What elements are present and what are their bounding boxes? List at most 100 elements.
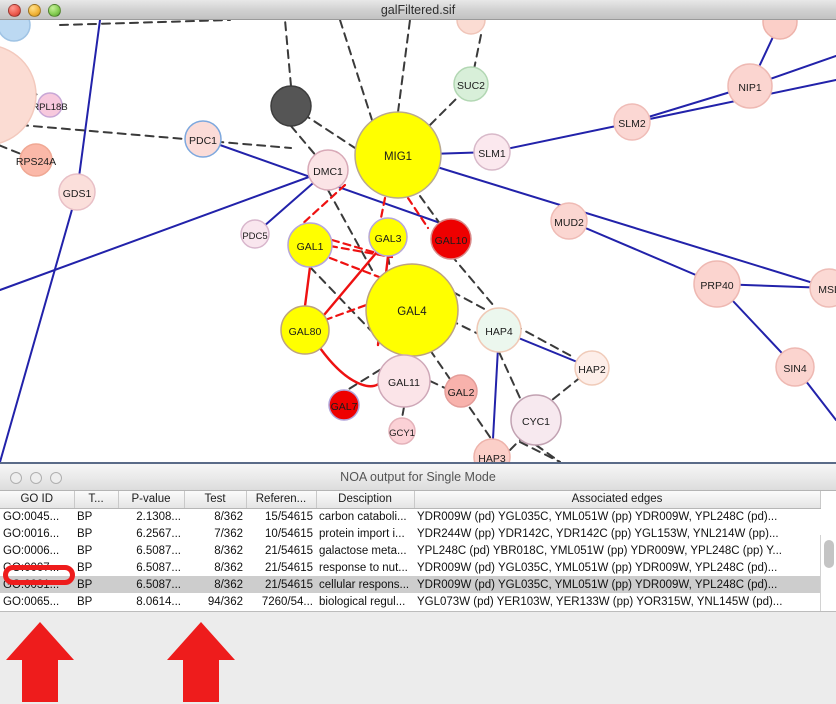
noa-results-table[interactable]: GO ID T... P-value Test Referen... Desci… [0,491,836,612]
cell-associated-edges: YPL248C (pd) YBR018C, YML051W (pp) YDR00… [417,544,783,557]
network-node-gal7[interactable]: GAL7 [328,389,360,421]
close-button-icon[interactable] [8,4,21,17]
table-scrollbar[interactable] [820,535,836,611]
network-node-rps24a[interactable]: RPS24A [16,143,56,177]
cell-test: 94/362 [207,595,243,608]
cell-test: 8/362 [214,561,243,574]
cell-go-id: GO:0031... [0,576,74,593]
cell-test: 8/362 [214,510,243,523]
table-row[interactable]: GO:0065... BP 8.0614... 94/362 7260/54... bio… [0,593,820,610]
network-node-label: NIP1 [738,82,762,94]
network-node-cyc1[interactable]: CYC1 [510,394,562,446]
table-row[interactable]: GO:0007... BP 6.5087... 8/362 21/54615 respon… [0,559,820,576]
table-scrollbar-thumb[interactable] [824,540,834,568]
table-row[interactable]: GO:0006... BP 6.5087... 8/362 21/54615 galact… [0,542,820,559]
network-node-nip1[interactable]: NIP1 [727,63,773,109]
network-node-msl[interactable]: MSL [809,268,836,308]
cell-reference: 21/54615 [265,561,313,574]
cell-type: BP [74,576,118,593]
network-node-gal3[interactable]: GAL3 [368,217,408,257]
network-node-prp40[interactable]: PRP40 [693,260,741,308]
cell-reference: 21/54615 [265,544,313,557]
table-row[interactable]: GO:0031... BP 6.5087... 8/362 21/54615 cellul… [0,576,820,593]
network-node-gal11[interactable]: GAL11 [377,354,431,408]
network-nodes: RPL18B RPS24A GDS1 PDC1 PDC5 DMC1 MIG1 SUC2 SLM1… [0,20,836,462]
cell-p-value: 6.5087... [136,544,181,557]
cell-reference: 7260/54... [261,595,313,608]
network-node-label: GAL4 [397,306,427,318]
network-node-sin4[interactable]: SIN4 [775,347,815,387]
window-title: galFiltered.sif [380,3,456,17]
network-node-gal4[interactable]: GAL4 [365,263,459,357]
column-header-reference[interactable]: Referen... [246,491,317,509]
column-header-p-value[interactable]: P-value [118,491,185,509]
dialog-titlebar: NOA output for Single Mode [0,464,836,491]
network-node-label: HAP4 [485,326,513,338]
network-node-label: RPL18B [32,102,67,113]
network-node-pdc5[interactable]: PDC5 [240,219,270,249]
dialog-title: NOA output for Single Mode [340,470,496,484]
network-node-label: GAL11 [388,377,420,389]
network-node-gal1[interactable]: GAL1 [287,222,333,268]
network-node-rpl18b[interactable]: RPL18B [32,92,68,118]
network-node-label: GDS1 [63,188,92,200]
network-node-label: MIG1 [384,151,412,163]
network-node-gcy1[interactable]: GCY1 [388,417,416,445]
cell-go-id: GO:0045... [3,510,60,523]
network-node-label: SLM2 [618,118,646,130]
network-node-label: PDC5 [242,231,267,242]
network-canvas[interactable]: RPL18B RPS24A GDS1 PDC1 PDC5 DMC1 MIG1 SUC2 SLM1… [0,20,836,462]
column-header-associated-edges[interactable]: Associated edges [414,491,821,509]
cell-go-id: GO:0031... [0,610,74,611]
zoom-button-icon[interactable] [48,4,61,17]
column-header-go-id[interactable]: GO ID [0,491,75,509]
network-node-label: GAL80 [289,326,322,338]
cell-description: response to nut... [316,610,414,611]
network-node[interactable] [762,20,798,40]
cell-test: 11/362 [184,610,246,611]
network-node-slm1[interactable]: SLM1 [473,133,511,171]
network-node-gds1[interactable]: GDS1 [58,173,96,211]
cell-description: biological regul... [319,595,406,608]
network-node-gal80[interactable]: GAL80 [280,305,330,355]
network-node-mud2[interactable]: MUD2 [550,202,588,240]
dialog-close-button-icon[interactable] [10,472,22,484]
cell-associated-edges: YGL073W (pd) YER103W, YER133W (pp) YOR31… [417,595,783,608]
network-node[interactable] [456,20,486,35]
column-header-type[interactable]: T... [74,491,119,509]
network-node-label: RPS24A [16,156,56,168]
table-row[interactable]: GO:0031...BP1.3324...11/362105/546...res… [0,610,820,611]
cell-description: galactose meta... [319,544,407,557]
column-header-test[interactable]: Test [184,491,247,509]
network-node-pdc1[interactable]: PDC1 [184,120,222,158]
network-node-gal2[interactable]: GAL2 [444,374,478,408]
network-node-label: CYC1 [522,416,550,428]
cell-test: 8/362 [214,544,243,557]
network-node-dmc1[interactable]: DMC1 [307,149,349,191]
cell-type: BP [77,544,93,557]
network-node-suc2[interactable]: SUC2 [453,66,489,102]
network-node-label: SUC2 [457,80,485,92]
dialog-minimize-button-icon[interactable] [30,472,42,484]
network-node[interactable] [0,45,37,145]
cell-test: 7/362 [214,527,243,540]
cell-description: response to nut... [319,561,408,574]
table-row[interactable]: GO:0016... BP 6.2567... 7/362 10/54615 protei… [0,525,820,542]
cell-reference: 105/546... [246,610,316,611]
network-node-hap3[interactable]: HAP3 [473,438,511,462]
network-node-hap4[interactable]: HAP4 [476,307,522,353]
network-node[interactable] [0,20,31,42]
cell-reference: 15/54615 [265,510,313,523]
network-node-slm2[interactable]: SLM2 [613,103,651,141]
cell-type: BP [77,510,93,523]
minimize-button-icon[interactable] [28,4,41,17]
cell-go-id: GO:0007... [3,561,60,574]
network-node-gal10[interactable]: GAL10 [430,218,472,260]
column-header-description[interactable]: Desciption [316,491,415,509]
dialog-zoom-button-icon[interactable] [50,472,62,484]
network-node-hap2[interactable]: HAP2 [574,350,610,386]
network-node[interactable] [270,85,312,127]
network-node-mig1[interactable]: MIG1 [354,111,442,199]
table-row[interactable]: GO:0045... BP 2.1308... 8/362 15/54615 carbon… [0,508,820,525]
cell-test: 8/362 [184,576,246,593]
